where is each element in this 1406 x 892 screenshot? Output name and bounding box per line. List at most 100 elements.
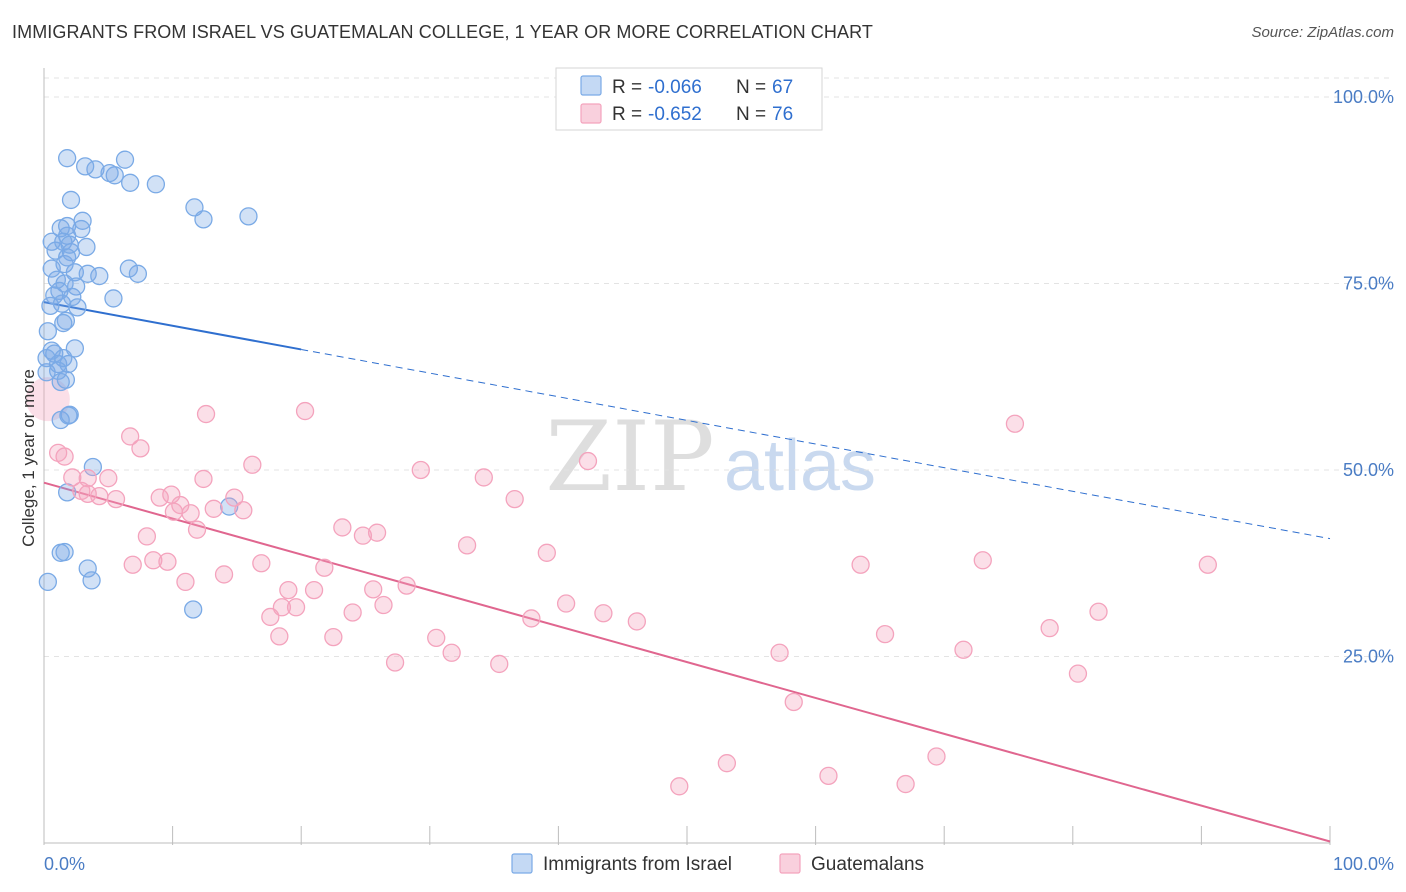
point-guatemalans bbox=[819, 766, 838, 786]
point-guatemalans bbox=[770, 643, 789, 662]
watermark-zip: ZIP bbox=[545, 401, 714, 513]
y-tick-label-25: 25.0% bbox=[1343, 647, 1394, 667]
legend-swatch-guatemalans bbox=[580, 103, 602, 124]
point-guatemalans bbox=[286, 598, 306, 617]
point-guatemalans bbox=[784, 692, 803, 712]
point-israel bbox=[56, 311, 76, 330]
point-guatemalans bbox=[270, 627, 289, 646]
point-guatemalans bbox=[144, 551, 163, 570]
point-guatemalans bbox=[442, 643, 461, 662]
grid bbox=[44, 77, 1392, 657]
point-israel bbox=[220, 497, 239, 516]
point-guatemalans bbox=[225, 488, 244, 507]
point-guatemalans bbox=[55, 447, 74, 466]
point-israel bbox=[119, 259, 139, 278]
point-guatemalans bbox=[1198, 555, 1217, 574]
point-israel bbox=[82, 571, 101, 590]
legend-n-label-1: N = bbox=[736, 77, 766, 98]
point-guatemalans bbox=[374, 595, 393, 615]
legend-swatch-israel bbox=[580, 75, 602, 96]
trend-line-guatemalans bbox=[43, 481, 1331, 843]
point-israel bbox=[51, 372, 70, 392]
point-guatemalans bbox=[367, 523, 387, 542]
point-guatemalans bbox=[474, 468, 493, 487]
data-points bbox=[25, 149, 1217, 796]
point-guatemalans bbox=[1089, 602, 1108, 621]
point-israel bbox=[78, 559, 97, 578]
point-guatemalans bbox=[187, 520, 207, 539]
point-guatemalans bbox=[106, 489, 126, 509]
point-guatemalans bbox=[594, 604, 613, 623]
point-guatemalans bbox=[304, 580, 324, 600]
point-israel bbox=[68, 298, 87, 317]
point-guatemalans bbox=[851, 555, 870, 574]
point-guatemalans bbox=[343, 603, 362, 622]
point-guatemalans bbox=[279, 580, 298, 600]
point-guatemalans bbox=[204, 499, 223, 518]
point-israel bbox=[104, 289, 123, 308]
legend-r-value-2: -0.652 bbox=[648, 104, 702, 125]
point-guatemalans bbox=[578, 451, 598, 471]
point-guatemalans bbox=[234, 501, 253, 520]
point-israel bbox=[54, 313, 73, 333]
point-guatemalans bbox=[194, 469, 213, 489]
point-israel bbox=[61, 190, 81, 210]
point-israel bbox=[41, 296, 60, 316]
point-israel bbox=[57, 216, 77, 236]
point-israel bbox=[239, 207, 258, 226]
point-guatemalans bbox=[158, 552, 177, 571]
point-guatemalans bbox=[243, 455, 262, 474]
bottom-legend-swatch-guatemalans bbox=[779, 853, 801, 874]
x-tick-label-min: 0.0% bbox=[44, 854, 85, 874]
point-israel bbox=[78, 264, 97, 283]
legend-r-label-1: R = bbox=[612, 77, 642, 98]
point-guatemalans bbox=[522, 609, 541, 628]
point-israel bbox=[38, 572, 58, 592]
point-guatemalans bbox=[875, 624, 895, 644]
y-tick-label-50: 50.0% bbox=[1343, 460, 1394, 480]
point-guatemalans bbox=[90, 486, 109, 506]
point-guatemalans bbox=[99, 469, 118, 488]
point-guatemalans bbox=[196, 404, 216, 424]
point-israel bbox=[115, 150, 135, 169]
point-guatemalans bbox=[131, 439, 150, 458]
point-guatemalans bbox=[1040, 619, 1059, 638]
point-israel bbox=[59, 406, 78, 425]
point-guatemalans bbox=[324, 627, 343, 647]
legend-n-label-2: N = bbox=[736, 104, 766, 125]
point-israel bbox=[90, 266, 109, 286]
point-guatemalans bbox=[272, 598, 292, 617]
axes bbox=[43, 68, 1331, 845]
trend-line-israel-solid bbox=[43, 301, 302, 351]
point-israel bbox=[67, 277, 86, 296]
trend-line-israel-dashed bbox=[301, 348, 1331, 540]
point-israel bbox=[184, 600, 203, 619]
legend-r-value-1: -0.066 bbox=[648, 77, 702, 98]
point-israel bbox=[146, 175, 166, 194]
point-guatemalans bbox=[78, 484, 97, 504]
point-guatemalans bbox=[150, 488, 169, 507]
point-guatemalans bbox=[1005, 414, 1025, 433]
bottom-legend-israel: Immigrants from Israel bbox=[543, 854, 732, 875]
point-guatemalans-cluster bbox=[25, 377, 70, 422]
point-guatemalans bbox=[896, 774, 915, 794]
source-label: Source: ZipAtlas.com bbox=[1251, 24, 1394, 41]
legend-n-value-2: 76 bbox=[772, 104, 793, 125]
point-guatemalans bbox=[214, 565, 234, 584]
point-guatemalans bbox=[457, 536, 477, 555]
point-israel bbox=[57, 149, 77, 168]
point-israel bbox=[83, 457, 103, 477]
bottom-legend-guatemalans: Guatemalans bbox=[811, 854, 924, 875]
point-guatemalans bbox=[537, 543, 556, 562]
point-guatemalans bbox=[353, 526, 373, 545]
point-israel bbox=[60, 405, 79, 424]
point-guatemalans bbox=[315, 558, 334, 577]
trend-lines bbox=[43, 301, 1331, 843]
point-guatemalans bbox=[505, 489, 524, 509]
point-israel bbox=[51, 543, 70, 562]
point-israel bbox=[86, 160, 105, 179]
point-guatemalans bbox=[78, 469, 97, 488]
x-tick-label-max: 100.0% bbox=[1333, 854, 1394, 874]
bottom-legend-swatch-israel bbox=[511, 853, 533, 874]
